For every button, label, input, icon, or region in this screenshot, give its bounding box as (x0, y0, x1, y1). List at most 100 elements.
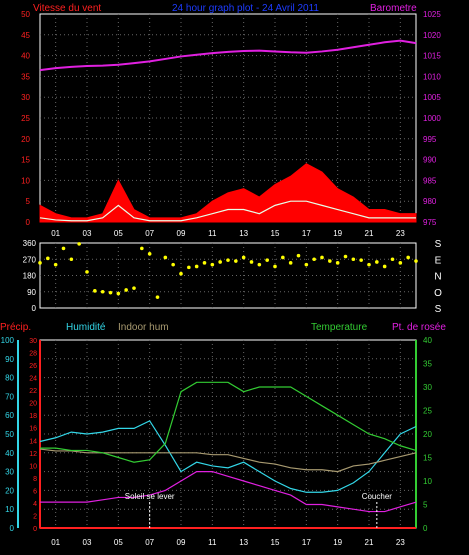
panel3-hour-label: 15 (271, 538, 280, 547)
cardinal-tick: E (435, 255, 442, 266)
chart-title: 24 hour graph plot - 24 Avril 2011 (172, 3, 319, 14)
barometer-tick: 995 (423, 135, 437, 144)
temperature-tick: 20 (423, 430, 432, 439)
humidity-tick: 40 (5, 449, 14, 458)
temperature-tick: 5 (423, 501, 428, 510)
panel1-hour-label: 23 (396, 229, 405, 238)
direction-point (53, 262, 58, 267)
panel3-hour-label: 19 (333, 538, 342, 547)
direction-point (38, 261, 42, 265)
direction-point (108, 290, 113, 295)
direction-point (77, 242, 81, 246)
wind-speed-tick: 50 (21, 10, 30, 19)
precip-tick: 18 (29, 413, 37, 420)
direction-point (187, 265, 191, 270)
panel3-hour-label: 07 (145, 538, 154, 547)
direction-point (288, 261, 293, 265)
direction-point (85, 270, 89, 274)
panel3-hour-label: 01 (51, 538, 60, 547)
precip-tick: 26 (29, 363, 37, 370)
barometer-tick: 1010 (423, 72, 441, 81)
wind-speed-axis-title: Vitesse du vent (33, 3, 101, 14)
temperature-legend: Temperature (311, 322, 368, 333)
direction-point (171, 262, 175, 267)
humidity-tick: 0 (10, 524, 15, 533)
direction-tick: 180 (23, 272, 37, 281)
cardinal-tick: S (435, 304, 442, 315)
humidity-tick: 20 (5, 486, 14, 495)
barometer-tick: 975 (423, 218, 437, 227)
direction-point (375, 260, 379, 264)
temperature-tick: 35 (423, 360, 432, 369)
panel3-hour-label: 03 (83, 538, 92, 547)
precip-tick: 6 (33, 488, 37, 495)
precip-tick: 2 (33, 513, 37, 520)
direction-point (155, 295, 160, 299)
panel3-hour-label: 09 (177, 538, 186, 547)
barometer-tick: 985 (423, 176, 437, 185)
precip-tick: 20 (29, 401, 37, 408)
direction-point (320, 255, 324, 260)
humidity-tick: 10 (5, 505, 14, 514)
panel3-hour-label: 05 (114, 538, 123, 547)
humidity-tick: 30 (5, 468, 14, 477)
wind-speed-line (39, 200, 416, 222)
indoor-hum-legend: Indoor hum (118, 322, 169, 333)
direction-point (194, 264, 199, 269)
panel-temperature-humidity: 1009080706050403020100302826242220181614… (1, 336, 433, 547)
dewpoint-legend: Pt. de rosée (392, 322, 446, 333)
wind-speed-tick: 45 (21, 31, 30, 40)
direction-tick: 90 (27, 288, 36, 297)
barometer-axis-title: Barometre (370, 3, 417, 14)
direction-point (406, 255, 410, 260)
direction-point (140, 246, 144, 251)
barometer-tick: 1005 (423, 93, 441, 102)
direction-point (257, 262, 262, 267)
precip-axis-title: Précip. (0, 322, 31, 333)
direction-point (281, 255, 285, 260)
barometer-tick: 990 (423, 156, 437, 165)
wind-speed-tick: 5 (26, 197, 31, 206)
direction-point (218, 260, 222, 264)
cardinal-tick: N (434, 272, 441, 283)
direction-point (304, 262, 309, 267)
gust-area (39, 163, 417, 223)
sunrise-label: Soleil se lever (125, 492, 175, 501)
barometer-tick: 1025 (423, 10, 441, 19)
panel3-hour-label: 17 (302, 538, 311, 547)
wind-speed-tick: 25 (21, 114, 30, 123)
direction-point (241, 255, 246, 260)
humidity-legend: Humidité (66, 322, 106, 333)
direction-point (147, 252, 152, 256)
temperature-tick: 15 (423, 454, 432, 463)
direction-point (69, 257, 74, 262)
panel1-hour-label: 07 (145, 229, 154, 238)
direction-point (343, 254, 348, 259)
direction-point (296, 253, 301, 258)
panel1-hour-label: 17 (302, 229, 311, 238)
direction-point (382, 264, 387, 269)
temperature-tick: 10 (423, 477, 432, 486)
panel1-hour-label: 19 (333, 229, 342, 238)
precip-tick: 22 (29, 388, 37, 395)
series-line-temp (40, 381, 417, 463)
direction-point (163, 255, 168, 260)
precip-tick: 8 (33, 476, 37, 483)
wind-speed-tick: 10 (21, 176, 30, 185)
direction-point (265, 258, 269, 262)
direction-point (390, 257, 395, 262)
direction-point (367, 262, 371, 267)
direction-point (210, 262, 215, 267)
panel3-hour-label: 21 (365, 538, 374, 547)
temperature-tick: 40 (423, 336, 432, 345)
direction-point (132, 286, 136, 290)
panel1-hour-label: 05 (114, 229, 123, 238)
direction-point (312, 257, 316, 262)
panel1-hour-label: 03 (83, 229, 92, 238)
humidity-tick: 50 (5, 430, 14, 439)
panel3-hour-label: 11 (208, 538, 217, 547)
wind-speed-tick: 15 (21, 156, 30, 165)
direction-point (273, 264, 277, 269)
direction-point (93, 289, 97, 293)
